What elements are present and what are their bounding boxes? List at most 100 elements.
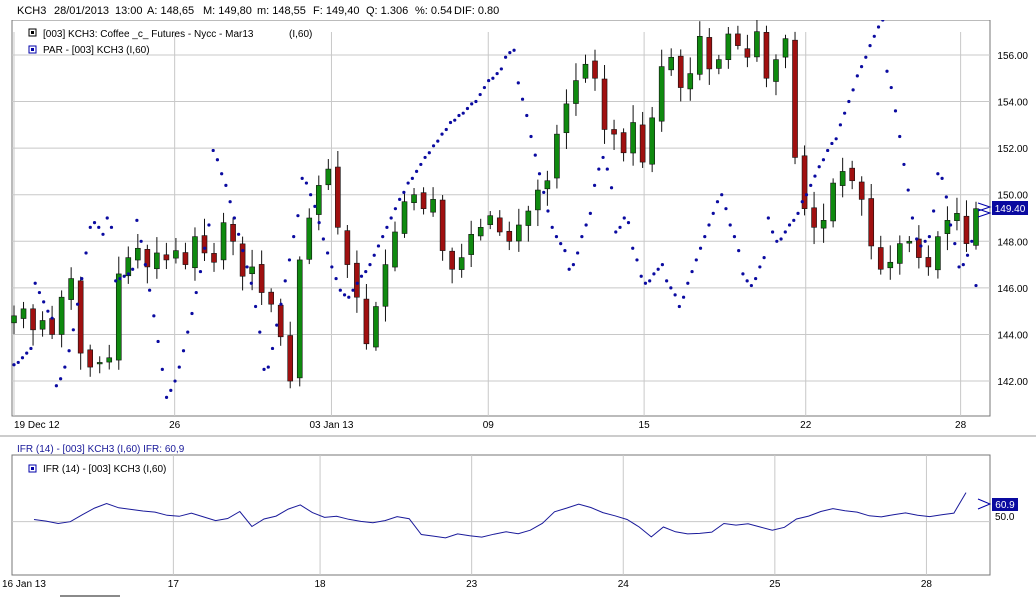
sar-point xyxy=(635,258,639,262)
sar-point xyxy=(792,218,796,222)
candle-up xyxy=(39,320,46,330)
sar-point xyxy=(830,141,834,146)
candle-up xyxy=(906,240,913,244)
sar-point xyxy=(385,225,389,229)
sar-point xyxy=(902,162,906,167)
candle-down xyxy=(363,298,370,345)
sar-point xyxy=(402,190,406,194)
sar-point xyxy=(864,55,868,59)
sar-point xyxy=(25,351,29,355)
sar-point xyxy=(215,158,220,162)
sar-point xyxy=(898,134,902,139)
sar-point xyxy=(779,237,783,241)
candle-down xyxy=(182,252,189,265)
sar-point xyxy=(393,207,398,211)
sar-point xyxy=(516,81,520,85)
candle-down xyxy=(258,264,265,293)
sar-point xyxy=(648,279,652,283)
candle-down xyxy=(335,166,341,228)
legend-series1-period: (I,60) xyxy=(289,29,312,40)
sar-point xyxy=(105,216,109,220)
quote-header: KCH3 28/01/2013 13:00 A: 148,65 M: 149,8… xyxy=(0,0,1036,20)
sar-point xyxy=(652,272,656,276)
sar-point xyxy=(881,20,885,22)
date-tick-label: 15 xyxy=(639,420,651,430)
sar-point xyxy=(304,181,309,185)
sar-point xyxy=(643,281,648,285)
ifr-date-label: 18 xyxy=(315,579,327,590)
candle-up xyxy=(315,185,322,215)
sar-point xyxy=(389,216,393,220)
sar-point xyxy=(868,44,872,48)
header-open: A: 148,65 xyxy=(147,5,195,17)
sar-point xyxy=(571,262,576,267)
candle-down xyxy=(277,304,284,338)
sar-point xyxy=(618,225,622,229)
sar-point xyxy=(160,367,164,372)
candle-down xyxy=(763,32,770,79)
sar-point xyxy=(660,262,664,267)
sar-point xyxy=(457,113,461,118)
sar-point xyxy=(300,176,304,180)
candle-up xyxy=(582,63,589,79)
sar-point xyxy=(177,365,181,369)
date-tick-label: 26 xyxy=(169,420,181,430)
candle-down xyxy=(706,37,713,70)
candle-up xyxy=(20,308,27,319)
candle-up xyxy=(830,182,836,222)
sar-point xyxy=(745,279,749,283)
sar-point xyxy=(194,290,198,295)
sar-point xyxy=(948,223,953,227)
sar-point xyxy=(152,314,156,318)
sar-point xyxy=(410,176,414,180)
price-chart[interactable]: [003] KCH3: Coffee _c_ Futures - Nycc - … xyxy=(0,20,1036,430)
sar-point xyxy=(317,221,321,225)
sar-point xyxy=(84,251,88,255)
sar-point xyxy=(953,242,957,246)
sar-point xyxy=(266,365,270,369)
sar-point xyxy=(588,211,592,215)
sar-point xyxy=(313,204,317,208)
sar-point xyxy=(601,155,605,160)
candle-down xyxy=(439,199,446,251)
sar-point xyxy=(512,48,516,52)
candle-up xyxy=(573,80,579,104)
sar-point xyxy=(681,295,686,299)
sar-point xyxy=(33,281,37,285)
sar-point xyxy=(919,244,923,248)
sar-point xyxy=(800,200,804,204)
sar-point xyxy=(368,262,372,267)
sar-point xyxy=(487,78,491,83)
sar-point xyxy=(936,172,940,176)
candle-up xyxy=(839,171,846,186)
sar-point xyxy=(855,74,859,78)
sar-point xyxy=(296,214,300,218)
sar-point xyxy=(88,225,92,229)
sar-point xyxy=(190,311,194,316)
sar-point xyxy=(728,223,732,227)
sar-point xyxy=(542,190,546,194)
candle-down xyxy=(268,291,274,305)
legend-series2: PAR - [003] KCH3 (I,60) xyxy=(43,45,150,56)
header-symbol: KCH3 xyxy=(17,5,47,17)
sar-point xyxy=(287,258,292,262)
candle-up xyxy=(687,73,694,90)
candle-up xyxy=(563,103,570,134)
sar-point xyxy=(550,225,554,229)
date-tick-label: 22 xyxy=(800,420,812,430)
candle-up xyxy=(382,264,389,307)
candle-up xyxy=(477,227,484,237)
candle-up xyxy=(325,168,332,186)
sar-point xyxy=(440,132,444,136)
sar-point xyxy=(342,293,347,297)
candle-up xyxy=(630,122,636,154)
sar-point xyxy=(605,167,609,171)
price-tick-label: 152.00 xyxy=(997,144,1028,155)
candle-up xyxy=(773,59,779,82)
sar-point xyxy=(326,251,330,255)
sar-point xyxy=(576,251,580,255)
ifr-chart[interactable]: IFR (14) - [003] KCH3 (I,60) IFR: 60,9 I… xyxy=(0,430,1036,600)
ifr-date-label: 24 xyxy=(618,579,630,590)
last-price-marker: 149.40 xyxy=(977,201,1028,218)
candle-up xyxy=(554,133,560,179)
